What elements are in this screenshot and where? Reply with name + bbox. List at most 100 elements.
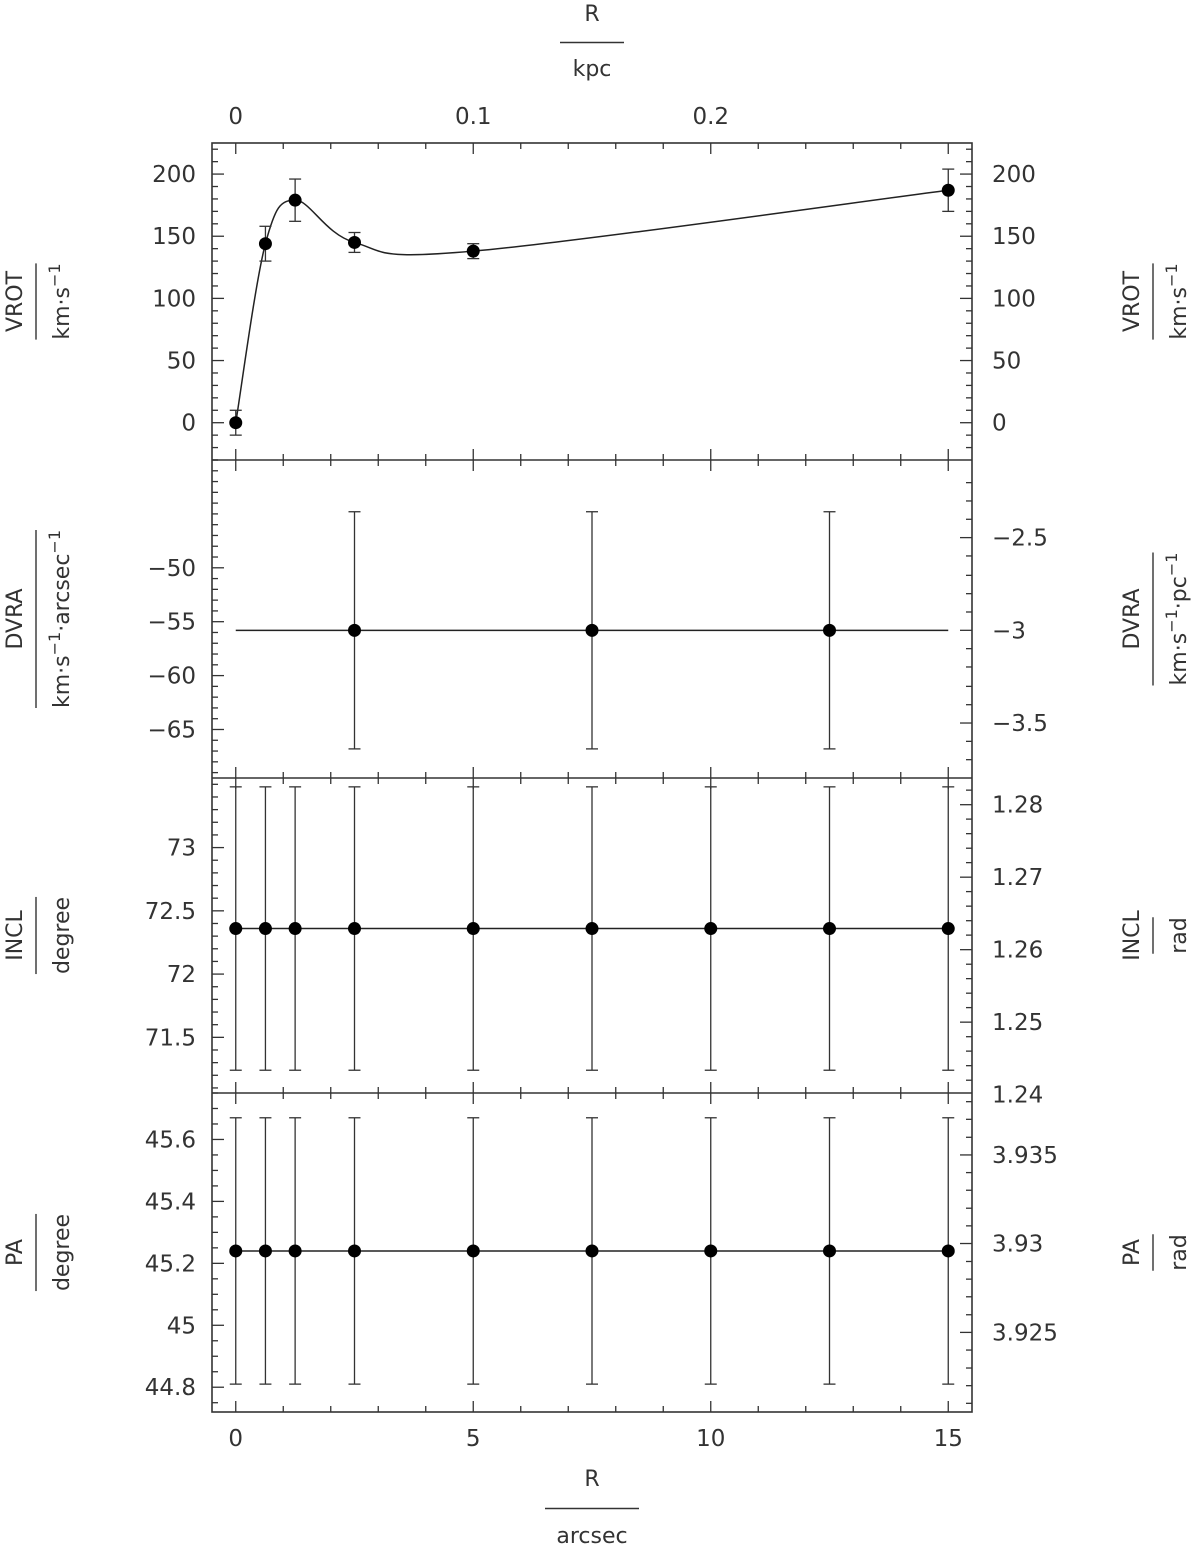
vrot-y-tick-label: 0 — [181, 411, 196, 437]
pa-right-tick-label: 3.925 — [992, 1320, 1058, 1346]
vrot-right-label: VROT km·s−1​ — [1120, 263, 1192, 340]
bottom-x-tick-label: 0 — [228, 1426, 243, 1452]
dvra-right-label-unit: km·s−1​·pc−1​ — [1162, 553, 1192, 686]
unit-text: km·s — [1167, 633, 1192, 686]
vrot-data-point — [466, 244, 480, 258]
data-marks — [229, 168, 955, 1385]
pa-right-tick-label: 3.93 — [992, 1232, 1043, 1258]
dvra-left-label-name: DVRA — [3, 588, 28, 649]
unit-text: degree — [50, 897, 75, 974]
vrot-y-tick-label: 50 — [167, 349, 196, 375]
unit-exponent: −1 — [1162, 609, 1181, 633]
dvra-data-point — [823, 623, 836, 637]
incl-right-tick-label: 1.24 — [992, 1083, 1043, 1109]
dvra-left-label: DVRA km·s−1​·arcsec−1​ — [3, 529, 75, 709]
unit-exponent: −1 — [1162, 553, 1181, 577]
incl-right-tick-label: 1.26 — [992, 938, 1043, 964]
dvra-right-label-name: DVRA — [1120, 588, 1145, 649]
vrot-y-tick-label: 150 — [152, 224, 196, 250]
panel-frames — [211, 142, 973, 1413]
pa-right-label-unit: rad — [1167, 1234, 1192, 1271]
vrot-right-tick-label: 50 — [992, 349, 1021, 375]
pa-data-point — [288, 1244, 302, 1258]
pa-data-point — [704, 1244, 718, 1258]
top-x-tick-label: 0.2 — [692, 104, 729, 130]
incl-y-tick-label: 73 — [167, 836, 196, 862]
pa-data-point — [348, 1244, 361, 1258]
pa-y-tick-label: 45.2 — [145, 1251, 196, 1277]
vrot-data-point — [229, 416, 243, 430]
incl-right-label: INCL rad — [1120, 909, 1192, 960]
incl-y-tick-label: 72 — [167, 962, 196, 988]
pa-right-tick-label: 3.935 — [992, 1143, 1058, 1169]
unit-exponent: −1 — [45, 632, 64, 656]
pa-y-tick-label: 45.6 — [145, 1127, 196, 1153]
vrot-right-tick-label: 150 — [992, 224, 1036, 250]
top-x-label-name: R — [584, 2, 599, 27]
vrot-left-label-name: VROT — [3, 270, 28, 332]
incl-data-point — [585, 922, 599, 936]
incl-data-point — [704, 922, 718, 936]
dvra-right-label: DVRA km·s−1​·pc−1​ — [1120, 552, 1192, 686]
unit-text: degree — [50, 1214, 75, 1291]
dvra-data-point — [585, 623, 599, 637]
vrot-left-label-unit: km·s−1​ — [45, 263, 75, 339]
dvra-y-tick-label: −55 — [147, 610, 196, 636]
unit-text: km·s — [1167, 287, 1192, 340]
dvra-right-tick-label: −3.5 — [992, 711, 1048, 737]
pa-data-point — [258, 1244, 272, 1258]
bottom-x-label-name: R — [584, 1467, 599, 1492]
unit-exponent: −1 — [45, 263, 64, 287]
pa-data-point — [823, 1244, 836, 1258]
unit-exponent: −1 — [1162, 263, 1181, 287]
incl-right-tick-label: 1.27 — [992, 865, 1043, 891]
pa-y-tick-label: 44.8 — [145, 1375, 196, 1401]
unit-exponent: −1 — [45, 530, 64, 554]
vrot-right-label-unit: km·s−1​ — [1162, 263, 1192, 339]
pa-left-label-name: PA — [3, 1239, 28, 1266]
unit-text: ·arcsec — [50, 554, 75, 632]
pa-left-label-unit: degree — [50, 1214, 75, 1291]
bottom-x-tick-label: 15 — [934, 1426, 963, 1452]
vrot-right-tick-label: 0 — [992, 411, 1007, 437]
incl-left-label-name: INCL — [3, 909, 28, 960]
incl-data-point — [229, 922, 243, 936]
incl-data-point — [466, 922, 480, 936]
pa-data-point — [229, 1244, 243, 1258]
vrot-right-tick-label: 200 — [992, 162, 1036, 188]
bottom-x-tick-label: 5 — [466, 1426, 481, 1452]
vrot-right-tick-label: 100 — [992, 286, 1036, 312]
vrot-data-point — [941, 183, 955, 197]
incl-data-point — [288, 922, 302, 936]
dvra-left-label-unit: km·s−1​·arcsec−1​ — [45, 530, 75, 708]
axis-ticks — [212, 143, 972, 1412]
unit-text: rad — [1167, 917, 1192, 954]
vrot-right-label-name: VROT — [1120, 270, 1145, 332]
dvra-data-point — [348, 623, 361, 637]
dvra-right-tick-label: −3 — [992, 618, 1026, 644]
incl-left-label-unit: degree — [50, 897, 75, 974]
top-x-tick-label: 0.1 — [455, 104, 492, 130]
dvra-y-tick-label: −65 — [147, 717, 196, 743]
unit-text: ·pc — [1167, 576, 1192, 609]
pa-data-point — [941, 1244, 955, 1258]
dvra-y-tick-label: −60 — [147, 664, 196, 690]
unit-text: km·s — [50, 287, 75, 340]
incl-data-point — [348, 922, 361, 936]
pa-data-point — [466, 1244, 480, 1258]
vrot-data-point — [258, 237, 272, 251]
incl-right-tick-label: 1.25 — [992, 1010, 1043, 1036]
pa-y-tick-label: 45.4 — [145, 1189, 196, 1215]
pa-right-label: PA rad — [1120, 1234, 1192, 1271]
incl-right-tick-label: 1.28 — [992, 793, 1043, 819]
incl-left-label: INCL degree — [3, 896, 75, 975]
unit-text: km·s — [50, 655, 75, 708]
pa-y-tick-label: 45 — [167, 1313, 196, 1339]
dvra-y-tick-label: −50 — [147, 556, 196, 582]
vrot-curve — [235, 189, 949, 423]
vrot-data-point — [288, 193, 302, 207]
bottom-x-label-unit: arcsec — [556, 1524, 627, 1545]
pa-data-point — [585, 1244, 599, 1258]
incl-data-point — [941, 922, 955, 936]
